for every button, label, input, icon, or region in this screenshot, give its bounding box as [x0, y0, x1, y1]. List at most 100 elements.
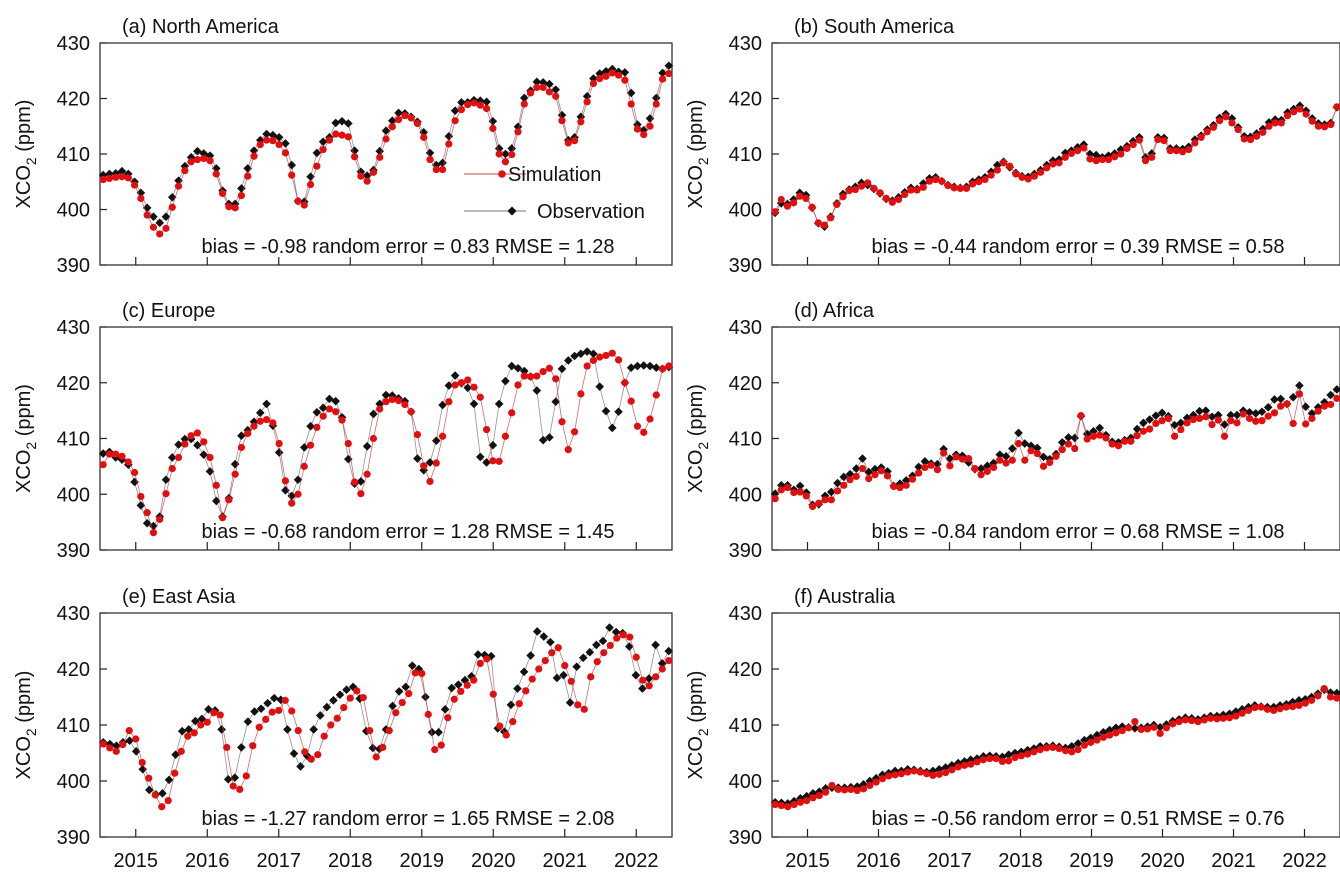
simulation-point [307, 755, 315, 763]
simulation-point [1162, 724, 1171, 732]
observation-point [933, 459, 942, 469]
simulation-point [815, 499, 823, 507]
simulation-point [476, 101, 484, 109]
observation-point [592, 640, 601, 650]
simulation-point [613, 634, 621, 642]
simulation-point [1005, 757, 1013, 765]
simulation-point [1308, 414, 1316, 423]
simulation-point [1314, 407, 1322, 415]
simulation-point [1172, 147, 1180, 155]
simulation-point [998, 757, 1006, 766]
observation-point [1067, 741, 1077, 751]
observation-point [249, 417, 259, 427]
simulation-point [1220, 432, 1229, 440]
simulation-point [174, 182, 183, 190]
simulation-point [979, 756, 988, 764]
observation-point [369, 409, 378, 419]
simulation-point [614, 356, 623, 364]
observation-point [532, 386, 542, 395]
simulation-point [803, 797, 811, 805]
observation-point [639, 361, 649, 370]
simulation-point [1089, 432, 1098, 440]
y-tick-label: 390 [729, 255, 762, 277]
simulation-point [1021, 456, 1029, 464]
observation-point [607, 423, 617, 433]
simulation-point [501, 158, 510, 166]
simulation-point [1277, 402, 1285, 410]
simulation-point [852, 472, 860, 481]
simulation-point [923, 770, 931, 778]
observation-point [651, 363, 661, 372]
simulation-point [665, 362, 673, 370]
simulation-point [596, 74, 604, 83]
simulation-point [877, 467, 885, 475]
observation-point [1008, 444, 1017, 453]
simulation-point [193, 155, 202, 164]
simulation-point [1093, 736, 1101, 744]
simulation-point [1227, 417, 1235, 425]
series-line-observation [103, 65, 670, 224]
simulation-point [149, 223, 158, 231]
simulation-point [989, 463, 998, 472]
observation-point [401, 682, 411, 692]
simulation-point [956, 184, 964, 193]
simulation-point [904, 768, 912, 776]
simulation-point [350, 153, 359, 161]
simulation-point [570, 428, 579, 436]
observation-point [1039, 452, 1048, 462]
simulation-point [255, 723, 263, 731]
observation-point [281, 486, 290, 495]
simulation-point [137, 492, 145, 501]
y-tick-label: 410 [57, 144, 90, 166]
simulation-point [1018, 173, 1026, 181]
x-tick-label: 2018 [328, 850, 373, 872]
observation-point [572, 662, 581, 672]
y-tick-label: 400 [729, 484, 762, 506]
simulation-point [130, 468, 139, 477]
simulation-point [482, 104, 491, 113]
simulation-point [99, 740, 107, 748]
observation-point [633, 361, 642, 371]
x-tick-label: 2017 [257, 850, 302, 872]
simulation-point [558, 418, 566, 426]
observation-point [184, 725, 194, 734]
simulation-point [1194, 718, 1202, 726]
simulation-point [802, 194, 810, 202]
simulation-point [413, 430, 422, 439]
simulation-point [444, 714, 452, 722]
simulation-point [325, 136, 334, 144]
y-axis-label-unit: (ppm) [13, 100, 35, 158]
simulation-point [1246, 135, 1255, 144]
observation-point [112, 741, 121, 751]
simulation-point [156, 515, 164, 523]
observation-point [388, 701, 397, 711]
simulation-point [640, 428, 648, 436]
simulation-point [796, 488, 804, 496]
simulation-point [897, 770, 905, 778]
observation-point [375, 146, 385, 156]
simulation-point [495, 457, 503, 465]
observation-point [633, 120, 642, 129]
simulation-point [834, 785, 842, 794]
simulation-point [846, 476, 854, 484]
simulation-point [350, 478, 359, 486]
observation-point [1251, 409, 1261, 418]
observation-point [1151, 411, 1161, 420]
observation-point [350, 146, 359, 155]
simulation-point [112, 173, 120, 181]
observation-point [149, 212, 158, 222]
observation-point [1132, 424, 1142, 434]
observation-point [1195, 406, 1204, 416]
simulation-point [1030, 172, 1038, 180]
simulation-point [1121, 437, 1129, 445]
simulation-point [450, 695, 458, 703]
observation-point [269, 693, 279, 703]
y-axis-label-main: XCO [685, 736, 707, 779]
simulation-point [627, 100, 635, 108]
simulation-point [1234, 125, 1242, 134]
observation-point [506, 700, 516, 710]
simulation-point [470, 676, 478, 684]
plot-frame [99, 42, 673, 266]
observation-point [368, 743, 378, 753]
y-tick-label: 400 [729, 771, 762, 793]
